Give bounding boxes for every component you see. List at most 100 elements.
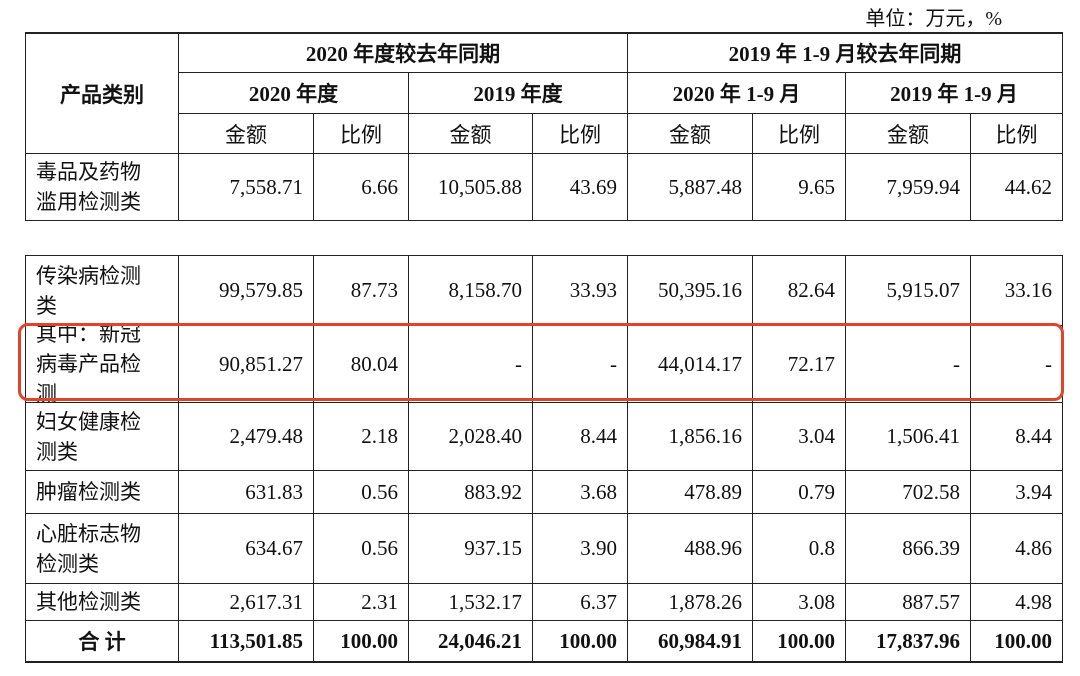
cell-text: 0.79 (798, 479, 835, 504)
cell-text: 5,915.07 (886, 278, 961, 302)
header-cell: 2020 年度较去年同期 (178, 32, 628, 73)
cell-text: 比例 (340, 122, 382, 147)
data-cell: 60,984.91 (627, 620, 753, 663)
cell-text: - (515, 351, 522, 376)
cell-text: 比例 (778, 122, 820, 147)
data-cell: 113,501.85 (178, 620, 314, 663)
data-cell: 2,028.40 (408, 402, 533, 471)
cell-text: 5,887.48 (668, 174, 743, 199)
data-cell: 44.62 (970, 153, 1063, 221)
data-cell: 5,915.07 (845, 255, 971, 326)
data-cell: 702.58 (845, 470, 971, 514)
cell-text: 7,959.94 (886, 174, 961, 199)
cell-text: 合 计 (78, 630, 126, 654)
row-label: 其他检测类 (25, 583, 179, 621)
cell-text: 0.56 (361, 536, 398, 560)
data-cell: 0.8 (752, 513, 846, 584)
cell-text: 1,506.41 (886, 424, 961, 448)
cell-text: 2019 年度 (473, 82, 563, 106)
header-cell: 比例 (313, 113, 409, 154)
cell-text: 33.16 (1004, 278, 1052, 302)
cell-text: 100.00 (340, 628, 398, 653)
data-cell: 883.92 (408, 470, 533, 514)
row-label: 心脏标志物检测类 (25, 513, 179, 584)
data-cell: 43.69 (532, 153, 628, 221)
cell-text: 60,984.91 (658, 628, 742, 653)
data-cell: 8.44 (532, 402, 628, 471)
data-cell: 3.04 (752, 402, 846, 471)
data-cell: 631.83 (178, 470, 314, 514)
data-cell: 99,579.85 (178, 255, 314, 326)
row-label: 妇女健康检测类 (25, 402, 179, 471)
header-cell: 比例 (752, 113, 846, 154)
cell-text: 2019 年 1-9 月较去年同期 (728, 42, 962, 66)
data-cell: 1,506.41 (845, 402, 971, 471)
cell-text: 90,851.27 (219, 351, 303, 376)
data-cell: 2,617.31 (178, 583, 314, 621)
data-cell: 3.68 (532, 470, 628, 514)
cell-text: 2020 年度较去年同期 (305, 42, 501, 66)
header-cell: 金额 (178, 113, 314, 154)
cell-text: 100.00 (559, 628, 617, 653)
data-cell: 7,959.94 (845, 153, 971, 221)
cell-text: 6.66 (361, 174, 398, 199)
data-cell: 866.39 (845, 513, 971, 584)
cell-text: 44.62 (1004, 174, 1052, 199)
data-cell: 9.65 (752, 153, 846, 221)
header-cell: 金额 (408, 113, 533, 154)
cell-text: 4.86 (1015, 536, 1052, 560)
cell-text: 113,501.85 (209, 628, 303, 653)
data-cell: 100.00 (532, 620, 628, 663)
cell-text: 3.04 (798, 424, 835, 448)
highlight-box (18, 323, 1064, 401)
cell-text: 2.31 (361, 589, 398, 614)
cell-text: 80.04 (350, 351, 398, 376)
cell-text: 2,479.48 (229, 424, 304, 448)
header-cell: 金额 (845, 113, 971, 154)
cell-text: 24,046.21 (438, 628, 522, 653)
data-cell: 8,158.70 (408, 255, 533, 326)
cell-text: 比例 (995, 122, 1038, 147)
header-cell: 比例 (970, 113, 1063, 154)
data-cell: 100.00 (970, 620, 1063, 663)
cell-text: 9.65 (798, 174, 835, 199)
data-cell: 1,532.17 (408, 583, 533, 621)
cell-text: 478.89 (684, 479, 742, 504)
cell-text: 87.73 (350, 278, 398, 302)
data-cell: 1,878.26 (627, 583, 753, 621)
unit-note: 单位：万元，% (865, 8, 1002, 30)
data-cell: 7,558.71 (178, 153, 314, 221)
cell-text: 毒品及药物滥用检测类 (36, 160, 141, 214)
data-cell: 6.66 (313, 153, 409, 221)
header-cell: 比例 (532, 113, 628, 154)
cell-text: 883.92 (464, 479, 522, 504)
cell-text: 488.96 (684, 536, 742, 560)
data-cell: 50,395.16 (627, 255, 753, 326)
cell-text: 100.00 (994, 628, 1052, 653)
cell-text: 肿瘤检测类 (36, 480, 141, 504)
data-cell: 3.94 (970, 470, 1063, 514)
data-cell: 634.67 (178, 513, 314, 584)
cell-text: 44,014.17 (658, 351, 742, 376)
data-cell: 3.90 (532, 513, 628, 584)
row-label: 毒品及药物滥用检测类 (25, 153, 179, 221)
data-cell: 2.31 (313, 583, 409, 621)
cell-text: 1,856.16 (668, 424, 743, 448)
cell-text: 631.83 (245, 479, 303, 504)
cell-text: 比例 (559, 122, 601, 147)
cell-text: 866.39 (902, 536, 960, 560)
cell-text: 887.57 (902, 589, 960, 614)
data-cell: 0.56 (313, 470, 409, 514)
cell-text: 3.68 (580, 479, 617, 504)
cell-text: 10,505.88 (438, 174, 522, 199)
header-cell: 2019 年度 (408, 72, 628, 114)
cell-text: 2.18 (361, 424, 398, 448)
cell-text: 2,028.40 (448, 424, 523, 448)
row-label: 合 计 (25, 620, 179, 663)
cell-text: 2,617.31 (229, 589, 304, 614)
data-cell: 1,856.16 (627, 402, 753, 471)
data-cell: 6.37 (532, 583, 628, 621)
data-cell: 2.18 (313, 402, 409, 471)
cell-text: 937.15 (464, 536, 522, 560)
